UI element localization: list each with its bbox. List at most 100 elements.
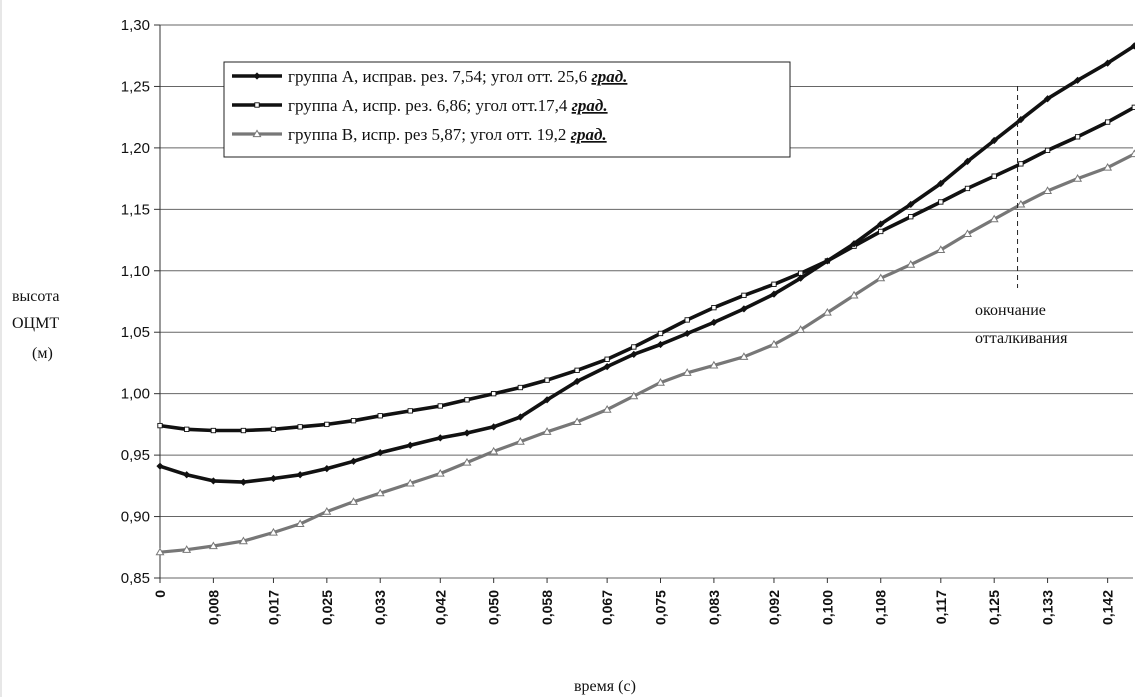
legend-series-name: группа В, испр. рез 5,87; угол отт. 19,2 xyxy=(288,125,571,144)
series-3-point xyxy=(155,547,165,556)
x-tick-label: 0,017 xyxy=(265,590,281,625)
legend-label: группа А, испр. рез. 6,86; угол отт.17,4… xyxy=(288,96,608,115)
series-2-point xyxy=(270,426,277,432)
series-1-point xyxy=(823,257,831,265)
x-tick-label: 0,092 xyxy=(766,590,782,625)
series-2-point xyxy=(157,422,163,429)
series-3-point xyxy=(572,417,582,426)
series-2-point xyxy=(574,367,580,373)
series-1-point xyxy=(740,305,748,313)
series-3-point xyxy=(1073,174,1083,182)
x-tick-label: 0,042 xyxy=(432,590,448,625)
series-2-point xyxy=(938,199,944,205)
series-2-point xyxy=(297,424,303,430)
series-3-line xyxy=(159,152,1135,554)
series-1-point xyxy=(710,318,718,326)
series-3-point xyxy=(936,245,946,253)
series-2-point xyxy=(1018,161,1024,167)
series-3-point xyxy=(769,339,779,348)
y-tick-label: 1,15 xyxy=(121,201,150,218)
series-2-point xyxy=(491,391,497,397)
series-1-point xyxy=(436,434,444,442)
legend: группа А, исправ. рез. 7,54; угол отт. 2… xyxy=(223,61,791,158)
annotation-line-2: отталкивания xyxy=(975,330,1068,347)
series-2-point xyxy=(741,292,747,299)
x-tick-label: 0 xyxy=(152,590,168,598)
series-1-point xyxy=(1130,42,1135,50)
x-tick-label: 0,058 xyxy=(539,590,555,625)
legend-item-1: группа А, исправ. рез. 7,54; угол отт. 2… xyxy=(232,67,627,86)
y-tick-label: 1,30 xyxy=(121,17,150,34)
series-3-point xyxy=(906,260,916,268)
legend-series-name: группа А, испр. рез. 6,86; угол отт.17,4 xyxy=(288,96,572,115)
series-3-point xyxy=(1103,162,1113,171)
series-3-point xyxy=(489,446,499,455)
series-2-line xyxy=(159,105,1135,433)
series-3-point xyxy=(349,497,359,505)
series-3-point xyxy=(182,545,192,553)
series-1-point xyxy=(797,274,805,282)
x-tick-label: 0,142 xyxy=(1100,590,1116,625)
series-3-point xyxy=(435,468,445,477)
series-3-point xyxy=(709,360,719,369)
legend-unit: град. xyxy=(572,96,608,115)
x-axis-label: время (с) xyxy=(574,678,636,695)
series-3-point xyxy=(375,488,385,497)
series-2-point xyxy=(464,397,470,403)
series-2-point xyxy=(240,427,247,434)
x-tick-label: 0,108 xyxy=(873,590,889,625)
series-2-point xyxy=(210,427,217,434)
y-tick-label: 1,10 xyxy=(121,263,150,280)
series-1-point xyxy=(296,471,304,479)
series-1-point xyxy=(239,478,248,486)
series-1-line xyxy=(159,44,1135,484)
legend-swatch-marker xyxy=(253,72,261,80)
series-2-point xyxy=(407,408,413,414)
series-1-point xyxy=(376,449,384,457)
series-1-point xyxy=(656,340,665,349)
y-axis-ticks: 0,85 0,90 0,95 1,00 1,05 1,10 1,15 1,20 1,25 1,30 xyxy=(121,17,160,587)
series-1-point xyxy=(573,377,581,385)
y-axis-label-line-2: ОЦМТ xyxy=(12,315,59,332)
x-tick-label: 0,117 xyxy=(933,590,949,624)
y-tick-label: 0,90 xyxy=(121,509,150,526)
series-1-point xyxy=(516,413,524,421)
series-3-point xyxy=(963,229,972,238)
series-1-point xyxy=(463,429,471,437)
series-1-point xyxy=(963,157,972,166)
series-2-point xyxy=(324,421,330,428)
legend-label: группа А, исправ. рез. 7,54; угол отт. 2… xyxy=(288,67,627,86)
series-3-point xyxy=(238,536,248,545)
series-3-point xyxy=(268,527,278,536)
series-1-point xyxy=(349,457,358,465)
series-3-point xyxy=(989,214,999,223)
series-3-point xyxy=(462,457,472,466)
series-1-point xyxy=(1043,95,1052,103)
series-1-point xyxy=(183,471,191,479)
series-1-point xyxy=(907,200,915,209)
legend-item-3: группа В, испр. рез 5,87; угол отт. 19,2… xyxy=(232,125,607,144)
series-2-point xyxy=(908,214,914,220)
legend-series-name: группа А, исправ. рез. 7,54; угол отт. 2… xyxy=(288,67,591,86)
series-1-point xyxy=(543,396,551,404)
series-1-point xyxy=(877,220,885,228)
series-3-point xyxy=(739,352,749,360)
series-3-point xyxy=(322,507,332,515)
x-tick-label: 0,008 xyxy=(205,590,221,625)
series-2-point xyxy=(771,281,777,287)
series-1-point xyxy=(269,474,278,483)
series-2-point xyxy=(437,403,443,409)
x-tick-label: 0,083 xyxy=(706,590,722,625)
series-3-point xyxy=(682,368,692,376)
series-1-point xyxy=(490,423,498,431)
series-3-point xyxy=(629,391,639,400)
series-1-point xyxy=(156,462,164,470)
legend-swatch-marker xyxy=(252,129,262,138)
series-2-point xyxy=(684,317,690,323)
x-tick-label: 0,075 xyxy=(653,590,669,625)
series-layer xyxy=(155,42,1135,556)
y-tick-label: 1,25 xyxy=(121,78,150,95)
series-1-point xyxy=(770,290,778,298)
series-3-point xyxy=(295,519,305,528)
series-3-point xyxy=(849,290,859,299)
